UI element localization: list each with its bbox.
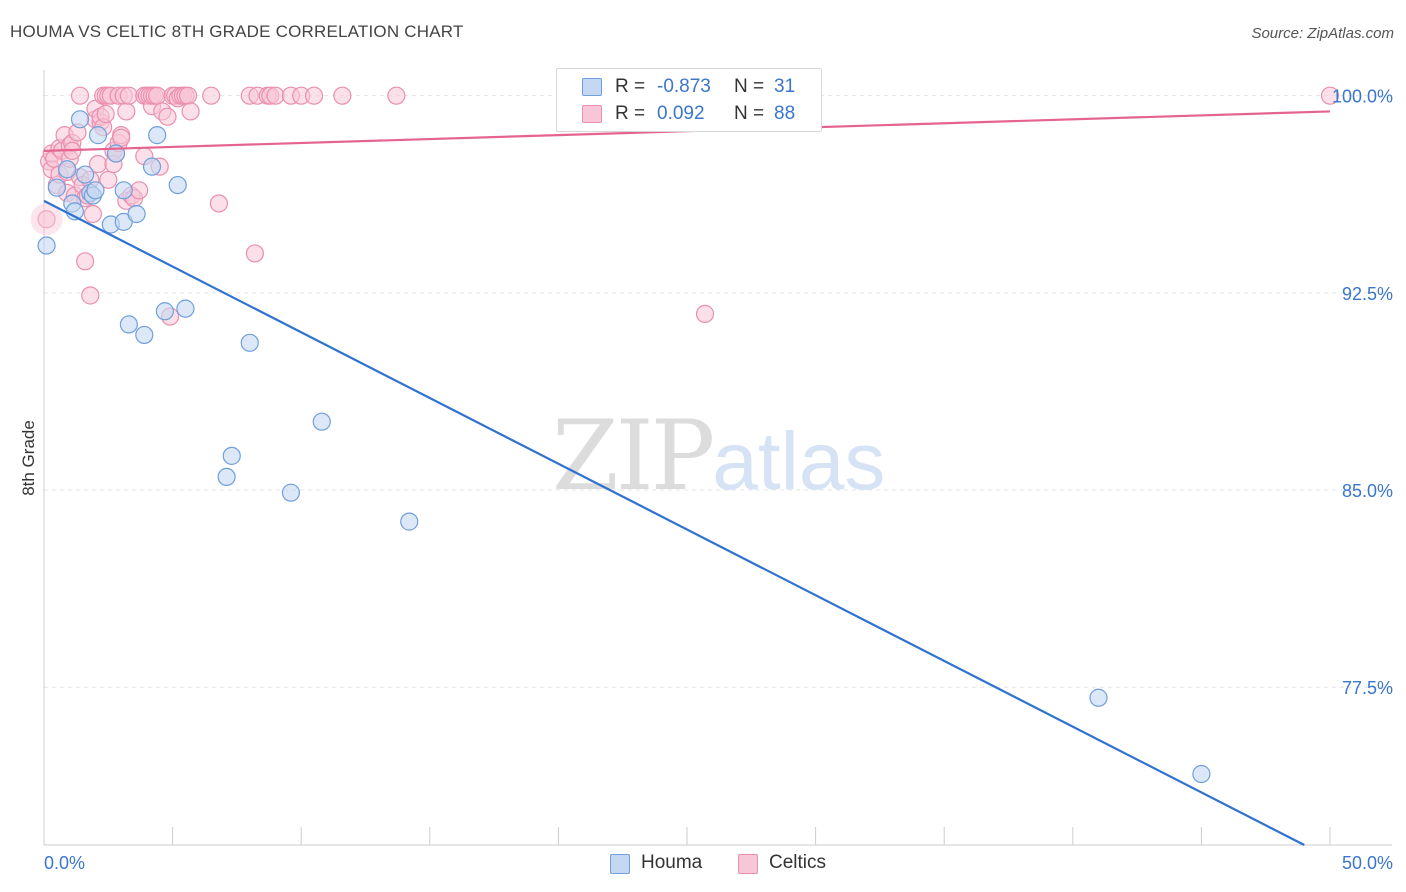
houma-point [176,299,195,318]
source-label: Source: ZipAtlas.com [1251,25,1394,42]
houma-points [37,110,1211,784]
houma-point [312,412,331,431]
series-legend: Houma Celtics [0,852,1406,878]
houma-n-value: 31 [774,76,796,97]
celtics-point [81,286,100,305]
houma-legend-swatch[interactable] [610,854,630,874]
houma-point [58,160,77,179]
houma-r-value: -0.873 [657,76,711,97]
houma-point [148,126,167,145]
houma-point [88,126,108,145]
houma-point [76,165,95,184]
celtics-legend-label[interactable]: Celtics [769,852,827,873]
celtics-point [96,104,115,124]
houma-point [281,483,301,502]
houma-point [127,204,146,224]
celtics-point [333,86,352,105]
legend-row-houma: R = -0.873 N = 31 [557,74,821,100]
celtics-point [70,86,90,105]
celtics-point [209,194,228,213]
celtics-point [119,86,138,105]
celtics-legend-swatch[interactable] [738,854,758,874]
watermark-zip: ZIP [552,400,715,512]
axis-layer [43,70,1392,846]
y-axis-title: 8th Grade [19,420,38,496]
x-tick-label: 50.0% [1342,853,1393,873]
celtics-point [1320,86,1340,105]
houma-swatch [582,78,602,96]
celtics-r-value: 0.092 [657,103,705,124]
celtics-point [158,107,177,126]
celtics-point [112,128,131,147]
y-tick-label: 92.5% [1342,284,1393,304]
houma-point [119,315,138,334]
celtics-point [202,86,221,105]
axis-labels: 77.5% 85.0% 92.5% 100.0% 0.0% 50.0% 8th Grade [19,87,1393,873]
celtics-point [266,86,285,105]
houma-point [222,446,241,465]
houma-point [217,467,236,487]
houma-point [142,157,162,176]
celtics-point [83,204,102,224]
x-tick-label: 0.0% [44,853,85,873]
celtics-point [181,102,200,121]
houma-point [114,181,133,200]
houma-point [135,325,154,345]
celtics-point [148,86,167,105]
celtics-point [37,210,56,229]
trend-lines [43,110,1331,846]
correlation-legend: R = -0.873 N = 31 R = 0.092 N = 88 [556,68,822,132]
r-label: R = [615,103,646,124]
celtics-point [117,102,136,121]
legend-row-celtics: R = 0.092 N = 88 [557,101,821,127]
celtics-point [387,86,406,105]
houma-point [47,178,66,197]
houma-point [400,512,419,531]
n-label: N = [734,103,765,124]
celtics-point [76,252,95,271]
n-label: N = [734,76,765,97]
celtics-point [695,304,715,323]
y-tick-label: 85.0% [1342,481,1393,501]
celtics-n-value: 88 [774,103,796,124]
houma-point [70,110,90,129]
watermark-atlas: atlas [712,416,886,507]
houma-point [240,333,259,352]
houma-legend-label[interactable]: Houma [641,852,703,873]
houma-point [1192,764,1211,784]
chart-title: HOUMA VS CELTIC 8TH GRADE CORRELATION CH… [10,22,464,41]
grid-layer [44,95,1392,688]
celtics-point-large [30,203,63,236]
celtics-point [304,86,324,105]
houma-point [37,236,56,255]
houma-point [155,302,174,321]
houma-point [86,181,105,200]
y-tick-label: 100.0% [1332,87,1393,107]
celtics-swatch [582,105,602,123]
houma-point [168,175,187,195]
celtics-point [130,181,149,200]
watermark: ZIPatlas [552,400,885,512]
celtics-point [178,86,198,105]
y-tick-label: 77.5% [1342,678,1393,698]
celtics-point [245,244,265,263]
r-label: R = [615,76,646,97]
houma-trend-line [43,199,1305,846]
houma-point [1089,688,1108,707]
